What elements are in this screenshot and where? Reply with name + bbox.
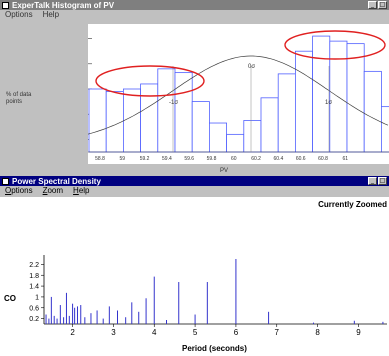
x-tick-label: 7 — [275, 328, 280, 337]
histogram-bar — [346, 43, 365, 153]
psd-plot-area: 0.2 0.6 1 1.4 1.8 2.2 2 3 4 5 6 7 8 9 Currently Zoome… — [0, 197, 389, 356]
histogram-bar — [226, 133, 245, 153]
psd-x-axis-label: Period (seconds) — [182, 344, 247, 353]
menu-zoom-mnemonic: Z — [42, 186, 48, 195]
x-tick-label: 59.6 — [184, 156, 194, 162]
histogram-bar — [88, 88, 107, 153]
histogram-bar — [363, 70, 382, 153]
y-tick-label: 1.8 — [29, 273, 39, 280]
x-tick-label: 59.2 — [140, 156, 150, 162]
psd-chart: 0.2 0.6 1 1.4 1.8 2.2 2 3 4 5 6 7 8 9 — [29, 255, 387, 337]
histogram-bar — [260, 97, 279, 153]
histogram-plot: 1357958.85959.259.459.659.86060.260.460.… — [88, 24, 389, 164]
menu-help[interactable]: Help — [73, 186, 89, 197]
histogram-y-axis-label: % of data points — [6, 92, 32, 105]
x-tick-label: 59 — [120, 156, 126, 162]
minimize-button[interactable]: _ — [368, 177, 377, 185]
x-tick-label: 60.2 — [251, 156, 261, 162]
histogram-window: ExperTalk Histogram of PV _ □ Options He… — [0, 0, 389, 176]
x-tick-label: 60.8 — [318, 156, 328, 162]
psd-y-axis-label: CO — [4, 294, 16, 303]
histogram-bar — [294, 50, 313, 153]
menu-zoom-rest: oom — [47, 186, 64, 195]
minimize-button[interactable]: _ — [368, 1, 377, 9]
psd-menubar: Options Zoom Help — [0, 186, 389, 197]
menu-help-rest: elp — [78, 186, 90, 195]
y-tick-label: 1 — [35, 294, 39, 301]
histogram-bar — [123, 88, 142, 153]
menu-options[interactable]: Options — [5, 10, 33, 19]
histogram-bar — [277, 73, 296, 153]
x-tick-label: 3 — [111, 328, 116, 337]
psd-titlebar[interactable]: Power Spectral Density _ □ — [0, 176, 389, 186]
menu-zoom[interactable]: Zoom — [43, 186, 63, 197]
histogram-bar — [380, 106, 389, 153]
x-tick-label: 5 — [193, 328, 198, 337]
x-tick-label: 60 — [231, 156, 237, 162]
histogram-bar — [329, 40, 348, 153]
histogram-bar — [191, 101, 210, 153]
menu-help-mnemonic: H — [73, 186, 79, 195]
y-tick-label: 2.2 — [29, 262, 39, 269]
maximize-button[interactable]: □ — [378, 177, 387, 185]
histogram-bar — [312, 35, 331, 153]
histogram-title: ExperTalk Histogram of PV — [12, 0, 115, 10]
highlight-ellipse-left — [95, 65, 205, 97]
normal-curve — [88, 55, 389, 135]
y-tick-label: 0.2 — [29, 316, 39, 323]
app-icon[interactable] — [2, 1, 9, 9]
x-tick-label: 58.8 — [95, 156, 105, 162]
sigma-left-label: -1σ — [169, 100, 178, 106]
histogram-bar — [243, 120, 262, 153]
histogram-bar — [174, 72, 193, 153]
x-tick-label: 8 — [315, 328, 320, 337]
x-tick-label: 4 — [152, 328, 157, 337]
maximize-button[interactable]: □ — [378, 1, 387, 9]
x-tick-label: 9 — [356, 328, 361, 337]
x-tick-label: 61 — [343, 156, 349, 162]
histogram-x-axis-label: PV — [220, 168, 229, 174]
app-icon[interactable] — [2, 177, 9, 185]
y-tick-label: 0.6 — [29, 305, 39, 312]
psd-window: Power Spectral Density _ □ Options Zoom … — [0, 176, 389, 356]
x-tick-label: 2 — [70, 328, 75, 337]
window-controls: _ □ — [368, 1, 387, 9]
x-tick-label: 59.4 — [162, 156, 172, 162]
x-tick-label: 60.4 — [274, 156, 284, 162]
histogram-titlebar[interactable]: ExperTalk Histogram of PV _ □ — [0, 0, 389, 10]
histogram-chart: 1357958.85959.259.459.659.86060.260.460.… — [88, 30, 389, 162]
window-controls: _ □ — [368, 177, 387, 185]
histogram-bar — [209, 122, 228, 153]
menu-options[interactable]: Options — [5, 186, 33, 197]
histogram-menubar: Options Help — [0, 10, 389, 20]
menu-help[interactable]: Help — [42, 10, 60, 19]
y-tick-label: 1.4 — [29, 284, 39, 291]
x-tick-label: 6 — [234, 328, 239, 337]
x-tick-label: 59.8 — [207, 156, 217, 162]
zoom-status-text: Currently Zoomed — [318, 200, 387, 209]
histogram-bar — [105, 91, 124, 153]
sigma-right-label: 1σ — [325, 100, 332, 106]
histogram-bar — [157, 68, 176, 153]
menu-options-rest: ptions — [11, 186, 33, 195]
menu-options-mnemonic: O — [5, 186, 12, 195]
highlight-ellipse-right — [284, 30, 386, 60]
mean-label: 0σ — [248, 64, 255, 70]
histogram-bar — [140, 83, 159, 153]
psd-title: Power Spectral Density — [12, 176, 101, 186]
x-tick-label: 60.6 — [296, 156, 306, 162]
